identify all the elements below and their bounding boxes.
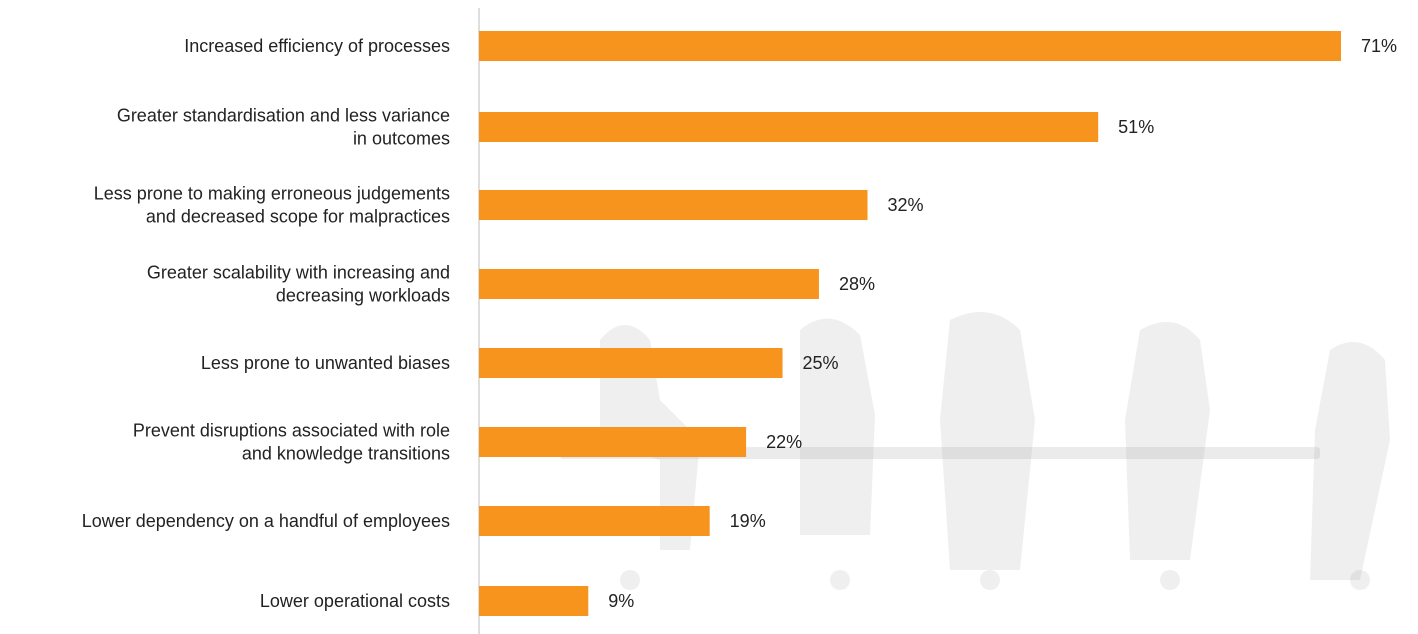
- value-label-2: 51%: [1118, 117, 1154, 137]
- category-label-6-line-1: Prevent disruptions associated with role: [133, 421, 450, 441]
- value-label-5: 25%: [803, 353, 839, 373]
- category-label-3-line-1: Less prone to making erroneous judgement…: [94, 184, 450, 204]
- category-label-5: Less prone to unwanted biases: [201, 353, 450, 373]
- value-label-3: 32%: [888, 195, 924, 215]
- category-label-4-line-1: Greater scalability with increasing and: [147, 263, 450, 283]
- bar-1: [479, 31, 1341, 61]
- bar-3: [479, 190, 868, 220]
- bars-layer: [479, 31, 1341, 616]
- category-label-6-line-2: and knowledge transitions: [242, 444, 450, 464]
- bar-8: [479, 586, 589, 616]
- value-label-4: 28%: [839, 274, 875, 294]
- value-label-8: 9%: [608, 591, 634, 611]
- bar-7: [479, 506, 710, 536]
- category-label-8: Lower operational costs: [260, 591, 450, 611]
- value-label-1: 71%: [1361, 36, 1397, 56]
- category-labels-layer: Increased efficiency of processes Greater…: [82, 36, 450, 611]
- category-label-1: Increased efficiency of processes: [184, 36, 450, 56]
- category-label-2-line-2: in outcomes: [353, 129, 450, 149]
- bar-4: [479, 269, 819, 299]
- value-labels-layer: 71% 51% 32% 28% 25% 22% 19% 9%: [608, 36, 1397, 611]
- bar-5: [479, 348, 783, 378]
- office-silhouettes-illustration: [560, 312, 1390, 590]
- value-label-7: 19%: [730, 511, 766, 531]
- bar-6: [479, 427, 747, 457]
- category-label-4-line-2: decreasing workloads: [276, 286, 450, 306]
- bar-2: [479, 112, 1099, 142]
- category-label-7: Lower dependency on a handful of employe…: [82, 511, 450, 531]
- category-label-3-line-2: and decreased scope for malpractices: [146, 207, 450, 227]
- value-label-6: 22%: [766, 432, 802, 452]
- category-label-2-line-1: Greater standardisation and less varianc…: [117, 106, 450, 126]
